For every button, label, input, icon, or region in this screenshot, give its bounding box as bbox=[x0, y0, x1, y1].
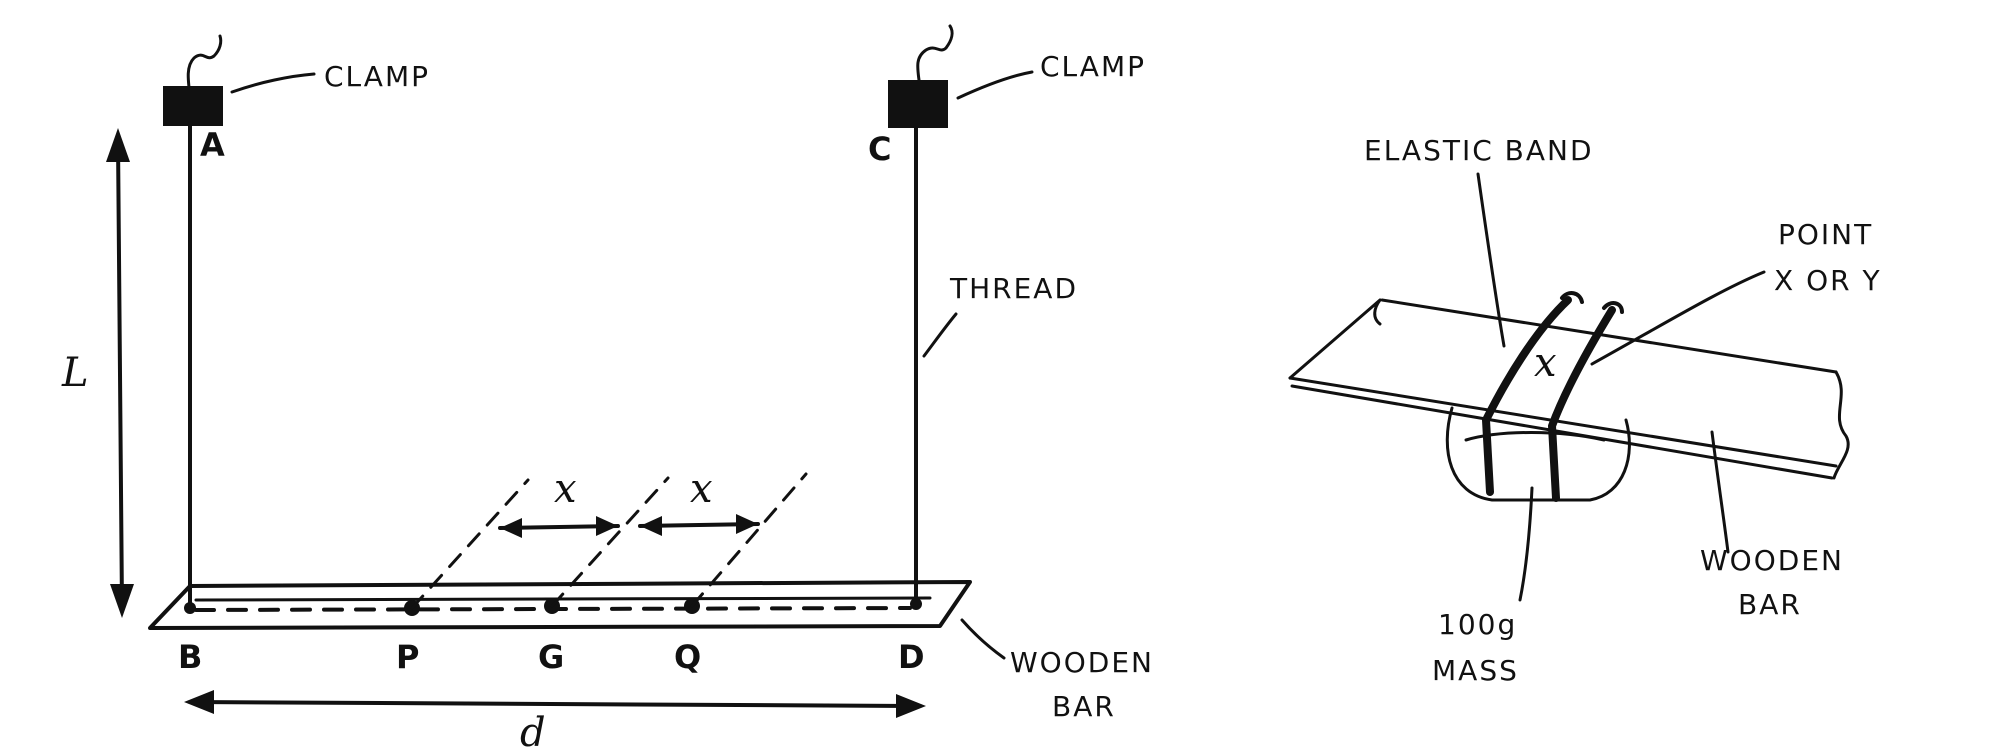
right-wooden-bar-label-line1: WOODEN bbox=[1700, 544, 1844, 577]
offset-arrow-left-head-b bbox=[596, 516, 618, 536]
elastic-band-knot-right bbox=[1602, 301, 1624, 314]
elastic-band-knot-left bbox=[1560, 291, 1584, 304]
point-b-label: B bbox=[178, 638, 204, 676]
clamp-right-label: CLAMP bbox=[1040, 50, 1146, 83]
wooden-bar-leader bbox=[960, 618, 1006, 660]
wooden-bar-top-edge bbox=[194, 596, 932, 602]
point-d-label: D bbox=[898, 638, 927, 676]
clamp-wire-right bbox=[916, 24, 954, 90]
right-wooden-bar-leader bbox=[1710, 430, 1730, 554]
mass-outline bbox=[1445, 406, 1631, 502]
elastic-band-left-strand bbox=[1482, 296, 1572, 496]
wooden-bar bbox=[148, 580, 972, 630]
wooden-bar-left-end bbox=[1288, 298, 1382, 380]
length-arrow-head-top bbox=[106, 128, 130, 162]
clamp-left-leader bbox=[230, 72, 316, 94]
clamp-left bbox=[163, 86, 223, 126]
right-wooden-bar-label-line2: BAR bbox=[1738, 588, 1802, 621]
width-arrow-head-right bbox=[896, 694, 926, 718]
cross-mark: x bbox=[1534, 340, 1559, 386]
elastic-band-right-strand bbox=[1548, 306, 1616, 502]
offset-arrow-right-head-b bbox=[736, 514, 758, 534]
point-q-label: Q bbox=[674, 638, 703, 676]
mass-label-line2: MASS bbox=[1432, 654, 1519, 687]
mass-attachment-diagram: ELASTIC BAND POINT X OR Y WOODEN BAR 100… bbox=[1288, 134, 1882, 687]
projection-line-p bbox=[410, 478, 530, 610]
point-p-label: P bbox=[396, 638, 421, 676]
length-label: L bbox=[61, 350, 91, 396]
mass-label-line1: 100g bbox=[1438, 608, 1517, 641]
wooden-bar-top-back bbox=[1380, 298, 1838, 374]
point-label-line1: POINT bbox=[1778, 218, 1873, 251]
projection-line-q bbox=[690, 472, 808, 608]
point-g-label: G bbox=[538, 638, 566, 676]
clamp-right-leader bbox=[956, 70, 1034, 100]
point-d-dot bbox=[910, 598, 922, 610]
length-arrow-head-bottom bbox=[110, 584, 134, 618]
offset-right-label: x bbox=[690, 466, 715, 512]
width-label: d bbox=[520, 710, 548, 751]
width-arrow bbox=[188, 700, 922, 708]
point-a-label: A bbox=[200, 126, 227, 164]
point-c-label: C bbox=[868, 130, 893, 168]
wooden-bar-label-line2: BAR bbox=[1052, 690, 1116, 723]
elastic-band-label: ELASTIC BAND bbox=[1364, 134, 1594, 167]
clamp-right bbox=[888, 80, 948, 128]
wooden-bar-front-bottom bbox=[1290, 384, 1834, 480]
wooden-bar-right-end bbox=[1832, 370, 1850, 480]
offset-arrow-right-head-a bbox=[640, 516, 662, 536]
length-arrow bbox=[116, 138, 124, 610]
width-arrow-head-left bbox=[184, 690, 214, 714]
thread-leader bbox=[922, 312, 958, 358]
point-b-dot bbox=[184, 602, 196, 614]
mass-leader bbox=[1518, 486, 1534, 602]
point-label-line2: X OR Y bbox=[1774, 264, 1882, 297]
wooden-bar-front-top bbox=[1288, 376, 1838, 468]
clamp-wire-left bbox=[186, 34, 223, 98]
clamp-left-label: CLAMP bbox=[324, 60, 430, 93]
offset-left-label: x bbox=[554, 466, 579, 512]
wooden-bar-label-line1: WOODEN bbox=[1010, 646, 1154, 679]
elastic-band-leader bbox=[1476, 172, 1506, 348]
bifilar-suspension-diagram: CLAMP CLAMP THREAD WOODEN BAR L d x x A … bbox=[61, 24, 1154, 756]
point-leader bbox=[1590, 270, 1766, 366]
offset-arrow-left-head-a bbox=[500, 518, 522, 538]
projection-line-g bbox=[550, 476, 670, 608]
thread-label: THREAD bbox=[949, 272, 1078, 305]
